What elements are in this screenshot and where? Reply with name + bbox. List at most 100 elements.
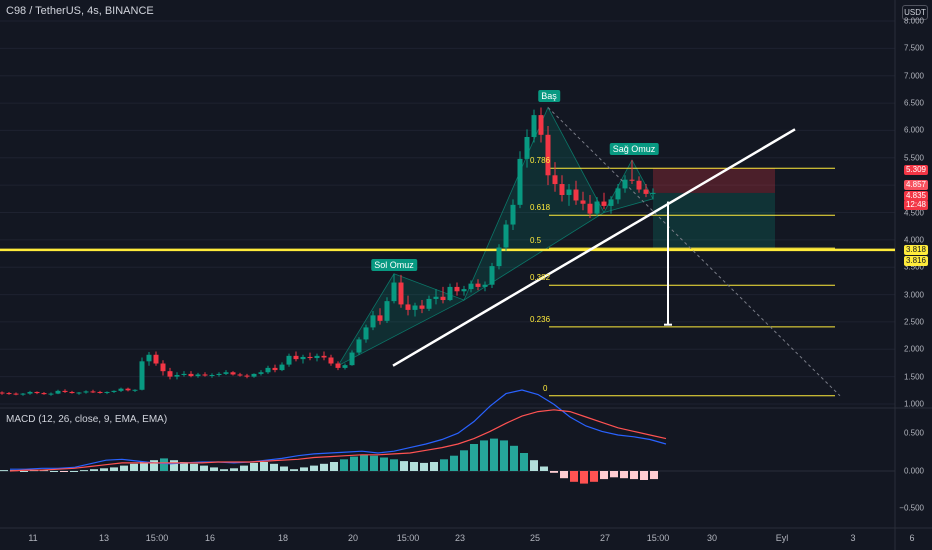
candle (244, 375, 250, 377)
candle (377, 315, 383, 321)
candle (90, 391, 96, 393)
candle (97, 391, 103, 393)
candle (34, 391, 40, 394)
macd-hist-bar (450, 455, 458, 471)
macd-hist-bar (570, 471, 578, 482)
time-tick: 18 (277, 533, 289, 543)
macd-hist-bar (230, 468, 238, 471)
time-tick: 11 (28, 533, 38, 543)
macd-hist-bar (430, 462, 438, 471)
candle (580, 200, 586, 204)
candle (573, 189, 579, 201)
candle (118, 388, 124, 391)
candle (643, 189, 649, 194)
time-tick: 25 (529, 533, 541, 543)
macd-hist-bar (370, 455, 378, 471)
macd-hist-bar (60, 471, 68, 472)
price-tick: 3.000 (903, 290, 924, 300)
candle (496, 247, 502, 267)
time-tick: 20 (347, 533, 359, 543)
pattern-label-right-shoulder: Sağ Omuz (609, 143, 659, 155)
candle (265, 367, 271, 373)
macd-hist-bar (80, 470, 88, 472)
macd-hist-bar (290, 469, 298, 471)
candle (482, 284, 488, 287)
macd-hist-bar (190, 463, 198, 471)
candle (566, 189, 572, 195)
macd-hist-bar (330, 462, 338, 471)
fib-label: 0.236 (530, 314, 551, 324)
time-tick: Eyl (775, 533, 789, 543)
candle (55, 390, 61, 394)
candle (363, 327, 369, 340)
macd-hist-bar (360, 454, 368, 471)
candle (559, 184, 565, 195)
candle (83, 391, 89, 393)
candle (433, 296, 439, 299)
candle (531, 115, 537, 137)
candle (279, 364, 285, 371)
price-tag-red: 5.309 (904, 165, 928, 175)
candle (629, 179, 635, 181)
macd-hist-bar (640, 471, 648, 480)
macd-hist-bar (310, 465, 318, 471)
macd-hist-bar (580, 471, 588, 484)
macd-hist-bar (520, 453, 528, 471)
time-tick: 3 (850, 533, 856, 543)
macd-hist-bar (470, 444, 478, 471)
trendline (392, 128, 796, 367)
macd-hist-bar (480, 440, 488, 471)
macd-hist-bar (140, 462, 148, 471)
macd-hist-bar (250, 462, 258, 471)
candle (419, 305, 425, 309)
macd-hist-bar (200, 465, 208, 471)
time-tick: 27 (599, 533, 611, 543)
price-tag-yellow-2: 3.816 (904, 256, 928, 266)
macd-hist-bar (380, 457, 388, 471)
candle (650, 192, 656, 194)
macd-hist-bar (350, 456, 358, 471)
candle (503, 224, 509, 248)
candle (111, 390, 117, 392)
candle (524, 136, 530, 159)
candle (251, 373, 257, 377)
candle (615, 188, 621, 200)
price-tick: 6.000 (903, 125, 924, 135)
candle (153, 354, 159, 364)
candle (13, 393, 19, 395)
time-tick: 15:00 (396, 533, 420, 543)
currency-badge[interactable]: USDT (902, 5, 928, 20)
candle (139, 361, 145, 390)
macd-hist-bar (160, 458, 168, 471)
candle (314, 355, 320, 359)
candle (41, 393, 47, 395)
candle (181, 373, 187, 376)
macd-hist-bar (220, 469, 228, 471)
candle (20, 393, 26, 395)
candle (293, 355, 299, 360)
candle (538, 115, 544, 135)
candle (202, 374, 208, 376)
candle (69, 391, 75, 394)
price-tick: 4.500 (903, 208, 924, 217)
price-tick: 8.000 (903, 16, 924, 26)
candle (440, 296, 446, 301)
macd-hist-bar (50, 471, 58, 472)
candle (398, 282, 404, 305)
candle (48, 393, 54, 395)
fib-label: 0 (543, 383, 548, 393)
fib-label: 0.382 (530, 273, 551, 283)
macd-hist-bar (390, 459, 398, 471)
price-tick: 5.500 (903, 153, 924, 163)
candle (167, 371, 173, 377)
macd-hist-bar (320, 463, 328, 471)
time-tick: 15:00 (145, 533, 169, 543)
macd-hist-bar (560, 471, 568, 479)
macd-hist-bar (210, 467, 218, 471)
candle (475, 283, 481, 287)
macd-hist-bar (90, 469, 98, 471)
macd-hist-bar (120, 465, 128, 471)
macd-hist-bar (0, 470, 8, 472)
projection-dashed (547, 107, 841, 397)
